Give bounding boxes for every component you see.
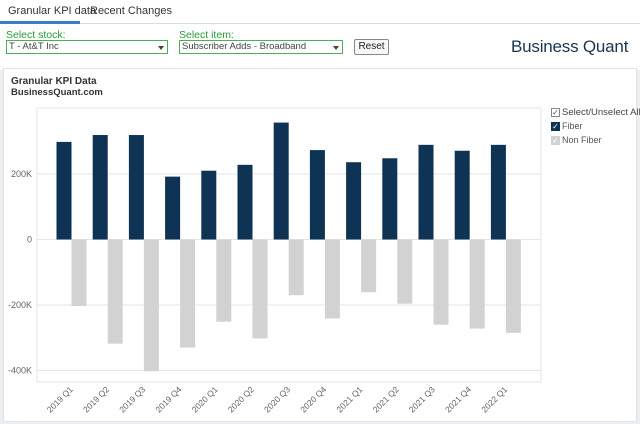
chart-title: Granular KPI Data	[11, 76, 97, 87]
x-tick-label: 2020 Q4	[298, 384, 328, 414]
checkbox-icon[interactable]: ✓	[551, 136, 560, 145]
bar-fiber[interactable]	[454, 150, 470, 240]
x-tick-label: 2021 Q1	[334, 384, 364, 414]
bar-fiber[interactable]	[128, 135, 144, 240]
bar-fiber[interactable]	[309, 150, 325, 240]
bar-fiber[interactable]	[92, 135, 108, 240]
bar-non-fiber[interactable]	[505, 239, 521, 333]
chevron-down-icon	[158, 46, 164, 50]
bar-fiber[interactable]	[56, 141, 72, 240]
bar-fiber[interactable]	[165, 176, 181, 240]
plot-frame	[36, 107, 542, 383]
x-tick-label: 2019 Q4	[153, 384, 183, 414]
x-tick-label: 2019 Q2	[81, 384, 111, 414]
x-tick-label: 2020 Q3	[262, 384, 292, 414]
x-tick-label: 2022 Q1	[479, 384, 509, 414]
bar-fiber[interactable]	[201, 170, 217, 240]
legend-select-all-label: Select/Unselect All	[562, 107, 640, 118]
bar-non-fiber[interactable]	[361, 239, 377, 293]
bar-fiber[interactable]	[382, 158, 398, 240]
stock-select[interactable]: T - At&T Inc	[6, 40, 168, 54]
bar-non-fiber[interactable]	[71, 239, 87, 306]
bar-non-fiber[interactable]	[288, 239, 304, 296]
item-select-label: Select item:	[179, 29, 234, 41]
bar-non-fiber[interactable]	[252, 239, 268, 339]
bar-non-fiber[interactable]	[433, 239, 449, 325]
chevron-down-icon	[333, 46, 339, 50]
stock-select-value: T - At&T Inc	[9, 41, 59, 52]
y-tick-label: -200K	[8, 300, 32, 310]
x-tick-label: 2020 Q2	[226, 384, 256, 414]
chart-subtitle: BusinessQuant.com	[11, 87, 103, 98]
checkbox-icon[interactable]: ✓	[551, 108, 560, 117]
x-tick-label: 2021 Q2	[371, 384, 401, 414]
stock-select-label: Select stock:	[6, 29, 66, 41]
bar-fiber[interactable]	[237, 164, 253, 240]
business-quant-logo: Business Quant	[511, 37, 629, 56]
checkbox-icon[interactable]: ✓	[551, 122, 560, 131]
legend-fiber-label: Fiber	[562, 121, 583, 131]
y-tick-label: 200K	[11, 169, 32, 179]
tab-bar: Granular KPI data Recent Changes	[0, 0, 640, 24]
x-tick-label: 2019 Q1	[45, 384, 75, 414]
bar-non-fiber[interactable]	[107, 239, 123, 344]
bar-fiber[interactable]	[490, 144, 506, 240]
bar-fiber[interactable]	[273, 122, 289, 240]
x-tick-label: 2021 Q3	[407, 384, 437, 414]
bar-non-fiber[interactable]	[180, 239, 196, 348]
reset-button[interactable]: Reset	[354, 39, 389, 55]
bar-non-fiber[interactable]	[324, 239, 340, 319]
active-tab-indicator	[0, 21, 80, 24]
x-tick-label: 2021 Q4	[443, 384, 473, 414]
x-tick-label: 2020 Q1	[190, 384, 220, 414]
item-select-value: Subscriber Adds - Broadband	[182, 41, 307, 52]
item-select[interactable]: Subscriber Adds - Broadband	[179, 40, 343, 54]
y-tick-label: 0	[27, 235, 32, 245]
y-tick-label: -400K	[8, 366, 32, 376]
bar-non-fiber[interactable]	[216, 239, 232, 322]
bar-non-fiber[interactable]	[469, 239, 485, 329]
tab-recent-changes[interactable]: Recent Changes	[90, 5, 172, 17]
bar-non-fiber[interactable]	[397, 239, 413, 304]
bar-fiber[interactable]	[418, 144, 434, 240]
top-bar: Granular KPI data Recent Changes Select …	[0, 0, 640, 70]
tab-granular-kpi-data[interactable]: Granular KPI data	[8, 5, 97, 17]
bar-fiber[interactable]	[346, 162, 362, 240]
x-tick-label: 2019 Q3	[117, 384, 147, 414]
bar-non-fiber[interactable]	[143, 239, 159, 372]
legend-non-fiber-label: Non Fiber	[562, 135, 602, 145]
